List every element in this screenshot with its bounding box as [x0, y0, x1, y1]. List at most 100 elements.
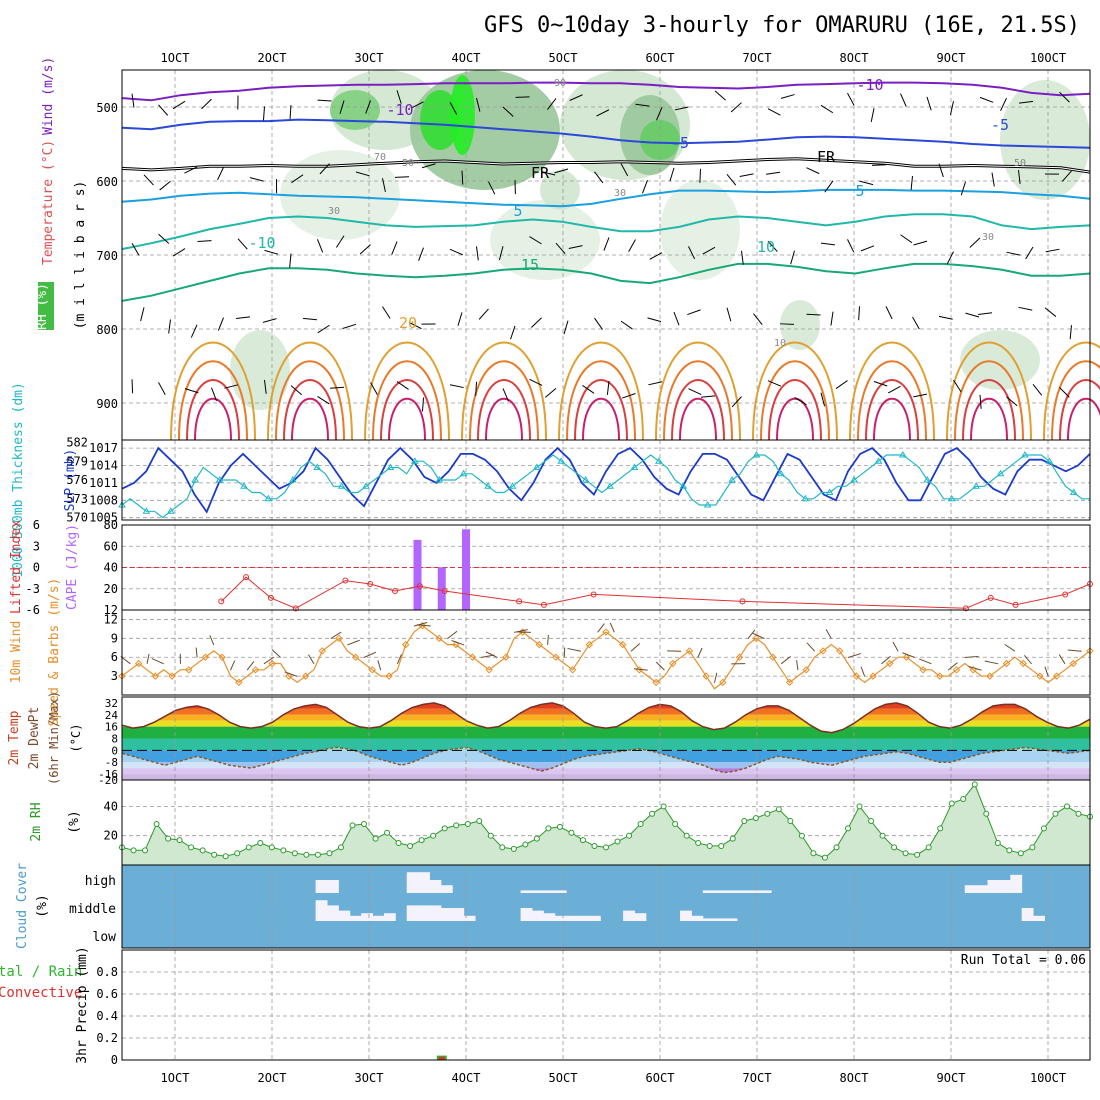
wind-speed-marker [285, 672, 293, 680]
thickness-marker [1021, 451, 1029, 458]
wind-tick-label: 9 [111, 631, 118, 645]
contour-label: 5 [855, 182, 864, 200]
rh-marker [994, 840, 1001, 847]
cloud-cell [691, 915, 704, 921]
wind-panel-frame [121, 609, 1091, 696]
rh-marker [856, 803, 863, 810]
wind-barb [197, 240, 212, 243]
wind-barb [447, 630, 458, 640]
wind-barb [669, 167, 675, 182]
wind-barb [488, 181, 496, 195]
diurnal-contour [291, 397, 329, 441]
thickness-marker [264, 494, 273, 502]
wind-barb [264, 249, 279, 255]
cape-tick-label: 20 [104, 582, 118, 596]
wind-barb [317, 239, 324, 253]
pressure-tick-label: 700 [96, 249, 118, 263]
wind-barb [913, 393, 928, 398]
wind-barb [697, 647, 703, 658]
wind-speed-marker [568, 666, 577, 674]
wind-barb [847, 239, 855, 253]
rh-marker [1040, 825, 1047, 832]
cloud-cell [623, 910, 635, 921]
diurnal-contour [461, 341, 547, 441]
rh-marker [407, 842, 414, 849]
bottom-date-axis: 1OCT 2OCT 3OCT 4OCT 5OCT 6OCT 7OCT 8OCT 9OCT 10OC… [161, 1071, 1067, 1085]
li-tick-label: -6 [26, 603, 40, 617]
cloud-cell [531, 890, 544, 893]
wind-barb [413, 622, 428, 627]
rh-marker [833, 844, 840, 851]
rh-marker [787, 818, 794, 825]
wind-barb [835, 380, 848, 389]
wind-barb [806, 313, 821, 316]
cloud-cell [440, 885, 453, 893]
isotherm-line [121, 81, 1091, 102]
thickness-tick-label: 573 [66, 492, 88, 506]
wind-barb [938, 315, 953, 320]
wind-speed-marker [552, 653, 560, 661]
rh-shade [330, 90, 380, 130]
wind-barb [794, 396, 807, 406]
wind10-axis-label: 10m Wind [9, 621, 24, 684]
pressure-tick-label: 500 [96, 101, 118, 115]
precip-tick-label: 0.2 [96, 1031, 118, 1045]
wind-speed-marker [235, 678, 243, 687]
wind-barb [674, 106, 689, 111]
rh-marker [222, 853, 229, 860]
rh-marker [614, 838, 621, 845]
wind-barb [514, 629, 528, 633]
wind-speed-marker [652, 678, 660, 687]
rh-marker [579, 837, 586, 844]
thickness-marker [606, 482, 614, 489]
wind-speed-marker [502, 653, 510, 661]
date-tick-label: 6OCT [646, 51, 675, 65]
thickness-marker [703, 501, 712, 508]
rh-marker [637, 820, 644, 827]
thickness-marker [1069, 488, 1078, 495]
wind-barb [547, 98, 557, 110]
wind-barb [347, 639, 360, 646]
thickness-marker [1045, 457, 1054, 464]
rh-marker [280, 847, 287, 854]
wind-speed-line [121, 624, 1091, 690]
contour-label: 30 [328, 206, 340, 217]
thickness-marker [947, 494, 956, 502]
wind-barb [422, 397, 424, 412]
wind-barb [747, 629, 756, 639]
diurnal-contour [267, 341, 353, 441]
rh-shade [1000, 80, 1090, 200]
cloud-cell [634, 913, 647, 921]
diurnal-contour [364, 341, 450, 441]
wind-barb [249, 177, 264, 182]
date-tick-label: 2OCT [258, 51, 287, 65]
wind-barb [1019, 100, 1034, 104]
wind-barb [382, 306, 391, 319]
diurnal-contour [1043, 341, 1100, 441]
wind-barb [790, 250, 795, 265]
wind-barb [421, 163, 436, 169]
li-tick-label: 3 [33, 539, 40, 553]
wind-barb [555, 242, 566, 255]
date-tick-label: 4OCT [452, 51, 481, 65]
rh-marker [683, 832, 690, 839]
wind-barb [355, 171, 370, 177]
thickness-marker [288, 476, 297, 483]
rh-marker [245, 844, 252, 851]
wind-speed-marker [151, 672, 160, 680]
rh-marker [1017, 850, 1024, 857]
wind-barb [594, 171, 604, 184]
thickness-marker [752, 451, 761, 458]
diurnal-contour [768, 379, 822, 441]
wind-barb [960, 181, 966, 196]
rh-marker [845, 825, 851, 832]
diurnal-contour [849, 341, 935, 441]
wind-speed-marker [168, 672, 176, 680]
wind-speed-marker [318, 647, 326, 655]
wind-barb [382, 178, 386, 192]
wind-barb [739, 173, 754, 177]
contour-label: 90 [554, 78, 566, 89]
rh-tick-label: 20 [104, 829, 118, 843]
wind-barb [290, 385, 302, 396]
